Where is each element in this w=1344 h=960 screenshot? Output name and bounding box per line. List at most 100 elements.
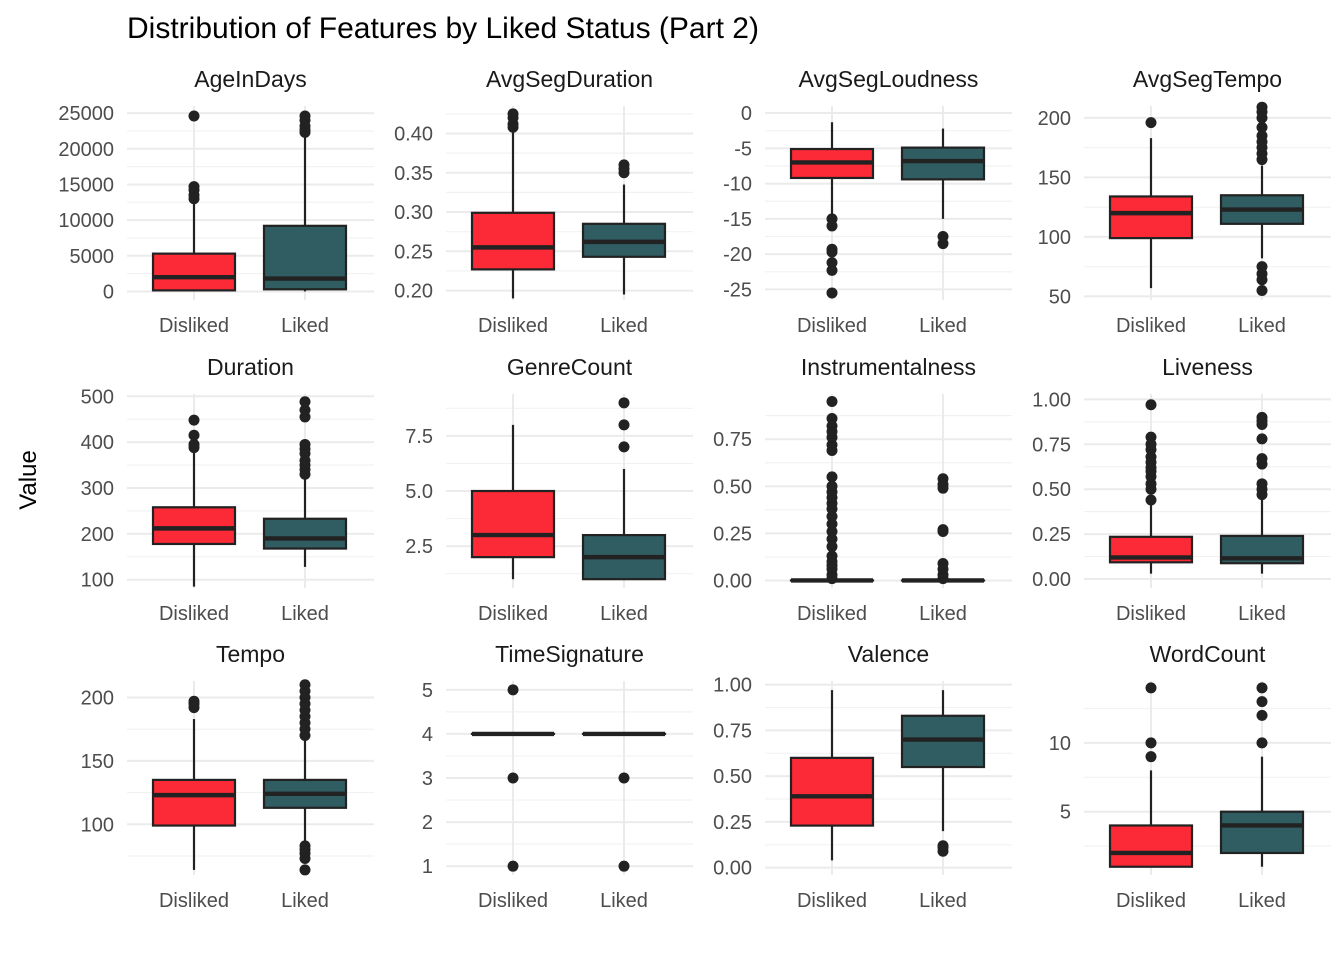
outlier-point bbox=[507, 684, 519, 696]
facet-title: Tempo bbox=[216, 641, 285, 667]
facet-title: TimeSignature bbox=[495, 641, 644, 667]
facet-title: AvgSegDuration bbox=[486, 66, 653, 92]
x-tick-label: Liked bbox=[919, 315, 967, 337]
outlier-point bbox=[826, 525, 838, 537]
y-tick-label: 100 bbox=[1038, 227, 1071, 249]
outlier-point bbox=[826, 257, 838, 269]
outlier-point bbox=[826, 220, 838, 232]
facet-panel-avgsegloudness: AvgSegLoudness -25 -20 -15 -10 -5 0 Disliked Lik… bbox=[723, 66, 1012, 337]
y-tick-label: 0.50 bbox=[713, 766, 752, 788]
box-disliked bbox=[470, 684, 556, 872]
box-liked bbox=[262, 396, 348, 567]
y-tick-label: 0.25 bbox=[394, 241, 433, 263]
outlier-point bbox=[299, 404, 311, 416]
iqr-box bbox=[151, 778, 237, 827]
y-tick-label: 2 bbox=[422, 812, 433, 834]
outlier-point bbox=[1145, 494, 1157, 506]
y-tick-label: 0.50 bbox=[713, 476, 752, 498]
outlier-point bbox=[1256, 709, 1268, 721]
y-tick-label: 1.00 bbox=[713, 675, 752, 697]
y-tick-label: 300 bbox=[81, 478, 114, 500]
outlier-point bbox=[1256, 478, 1268, 490]
x-tick-label: Disliked bbox=[159, 890, 229, 912]
x-tick-label: Disliked bbox=[159, 603, 229, 625]
x-tick-label: Liked bbox=[1238, 315, 1286, 337]
y-tick-label: 0.25 bbox=[713, 523, 752, 545]
y-tick-label: 0.40 bbox=[394, 123, 433, 145]
outlier-point bbox=[826, 396, 838, 408]
box-liked bbox=[262, 679, 348, 876]
outlier-point bbox=[1145, 117, 1157, 129]
facet-panel-liveness: Liveness 0.00 0.25 0.50 0.75 1.00 Disliked Like… bbox=[1032, 354, 1331, 625]
y-tick-label: 0.20 bbox=[394, 281, 433, 303]
iqr-box bbox=[1108, 824, 1194, 868]
y-tick-label: -10 bbox=[723, 174, 752, 196]
box-disliked bbox=[1108, 117, 1194, 289]
y-tick-label: 0.75 bbox=[713, 429, 752, 451]
y-tick-label: 100 bbox=[81, 570, 114, 592]
y-tick-label: 0.35 bbox=[394, 163, 433, 185]
x-tick-label: Liked bbox=[919, 890, 967, 912]
outlier-point bbox=[937, 524, 949, 536]
box-liked bbox=[1219, 411, 1305, 574]
outlier-point bbox=[1256, 411, 1268, 423]
y-tick-label: -25 bbox=[723, 279, 752, 301]
y-tick-label: 150 bbox=[81, 751, 114, 773]
outlier-point bbox=[826, 246, 838, 258]
x-tick-label: Liked bbox=[600, 890, 648, 912]
outlier-point bbox=[299, 438, 311, 450]
facet-panel-tempo: Tempo 100 150 200 Disliked Liked bbox=[81, 641, 374, 912]
box-disliked bbox=[151, 414, 237, 587]
y-tick-label: 3 bbox=[422, 768, 433, 790]
outlier-point bbox=[826, 533, 838, 545]
iqr-box bbox=[262, 517, 348, 550]
x-tick-label: Disliked bbox=[478, 315, 548, 337]
facet-title: Liveness bbox=[1162, 354, 1253, 380]
x-tick-label: Liked bbox=[1238, 890, 1286, 912]
x-tick-label: Liked bbox=[281, 890, 329, 912]
outlier-point bbox=[826, 550, 838, 562]
outlier-point bbox=[618, 159, 630, 171]
y-tick-label: 0.30 bbox=[394, 202, 433, 224]
y-tick-label: 5.0 bbox=[405, 481, 433, 503]
y-tick-label: -5 bbox=[734, 138, 752, 160]
x-tick-label: Disliked bbox=[1116, 890, 1186, 912]
outlier-point bbox=[826, 439, 838, 451]
box-liked bbox=[581, 731, 667, 872]
iqr-box bbox=[900, 146, 986, 181]
box-disliked bbox=[1108, 682, 1194, 868]
iqr-box bbox=[789, 756, 875, 827]
facet-title: WordCount bbox=[1150, 641, 1267, 667]
box-disliked bbox=[151, 110, 237, 292]
outlier-point bbox=[507, 108, 519, 120]
box-liked bbox=[581, 159, 667, 295]
outlier-point bbox=[1256, 682, 1268, 694]
facet-panel-wordcount: WordCount 5 10 Disliked Liked bbox=[1049, 641, 1331, 912]
y-tick-label: 10 bbox=[1049, 733, 1071, 755]
facet-panel-timesignature: TimeSignature 1 2 3 4 5 Disliked Liked bbox=[422, 641, 693, 912]
iqr-box bbox=[151, 252, 237, 292]
outlier-point bbox=[1256, 130, 1268, 142]
y-tick-label: 100 bbox=[81, 814, 114, 836]
y-tick-label: -20 bbox=[723, 244, 752, 266]
box-liked bbox=[581, 397, 667, 581]
facet-panel-ageindays: AgeInDays 0 5000 10000 15000 20000 25000 Dislik… bbox=[58, 66, 374, 337]
outlier-point bbox=[507, 772, 519, 784]
y-tick-label: 7.5 bbox=[405, 426, 433, 448]
outlier-point bbox=[826, 287, 838, 299]
outlier-point bbox=[937, 558, 949, 570]
outlier-point bbox=[188, 181, 200, 193]
box-disliked bbox=[789, 396, 875, 585]
facet-panel-genrecount: GenreCount 2.5 5.0 7.5 Disliked Liked bbox=[405, 354, 693, 625]
outlier-point bbox=[826, 480, 838, 492]
outlier-point bbox=[507, 860, 519, 872]
y-tick-label: 5 bbox=[422, 680, 433, 702]
outlier-point bbox=[937, 238, 949, 250]
box-disliked bbox=[789, 122, 875, 299]
outlier-point bbox=[1256, 101, 1268, 113]
outlier-point bbox=[1145, 399, 1157, 411]
outlier-point bbox=[188, 110, 200, 122]
x-tick-label: Disliked bbox=[478, 890, 548, 912]
facet-title: Valence bbox=[848, 641, 929, 667]
